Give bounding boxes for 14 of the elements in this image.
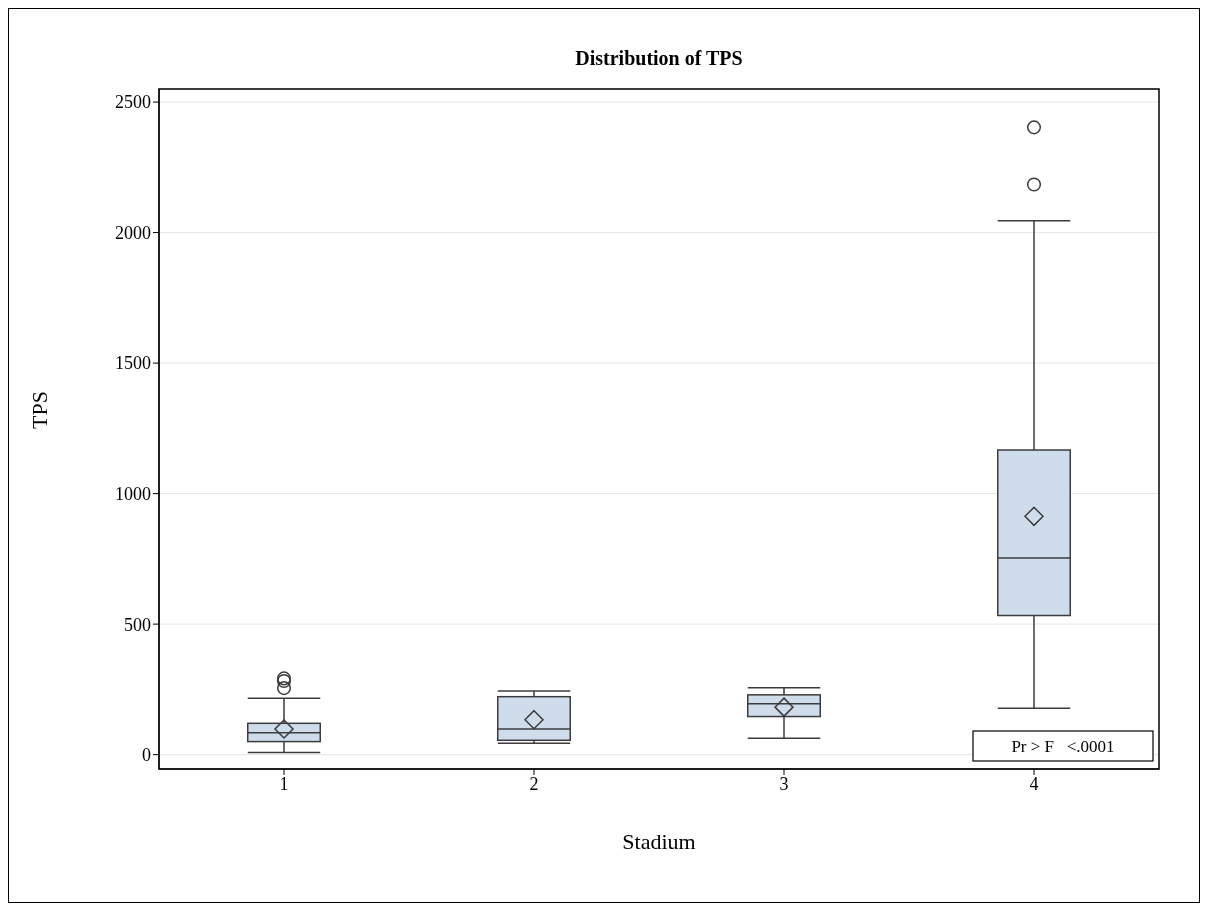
y-tick-label: 1000 (115, 484, 151, 504)
y-axis-title: TPS (26, 391, 52, 429)
x-tick-label: 2 (529, 773, 539, 794)
x-tick-label: 4 (1029, 773, 1039, 794)
annotation: Pr > F <.0001 (1011, 737, 1115, 756)
y-tick-label: 1500 (115, 353, 151, 374)
x-tick-label: 1 (279, 773, 289, 794)
y-tick-label: 500 (124, 614, 151, 635)
y-tick-label: 0 (142, 745, 151, 766)
x-tick-label: 3 (779, 773, 789, 794)
y-tick-label: 2000 (115, 222, 151, 243)
y-tick-label: 2500 (115, 92, 151, 113)
chart-title: Distribution of TPS (574, 47, 744, 70)
x-axis-title: Stadium (622, 829, 696, 854)
